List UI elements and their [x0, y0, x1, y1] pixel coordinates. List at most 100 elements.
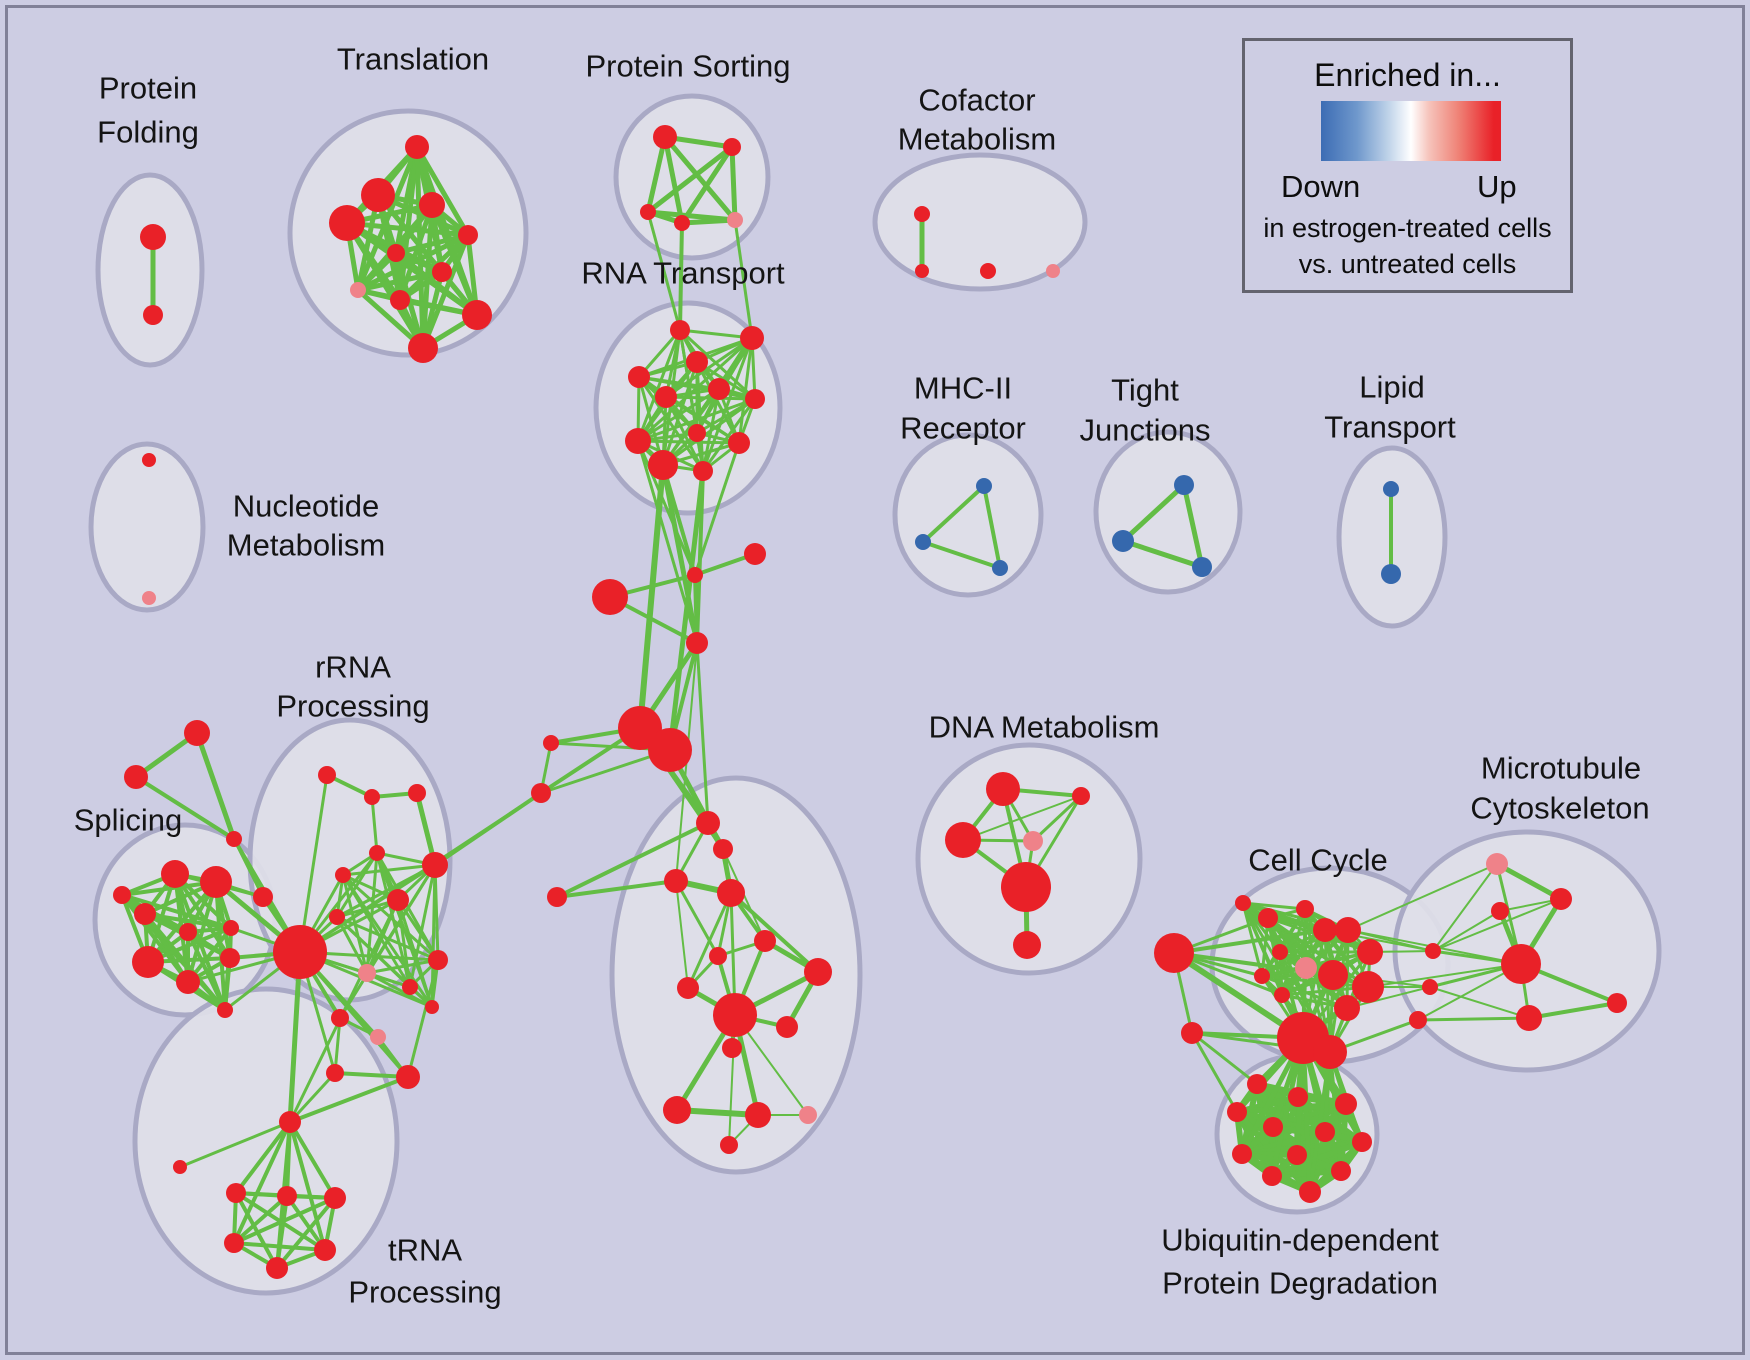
gene-set-node-139 — [1247, 1074, 1267, 1094]
cluster-label: Cytoskeleton — [1470, 791, 1649, 826]
gene-set-node-96 — [754, 930, 776, 952]
cluster-label: Microtubule — [1481, 751, 1641, 786]
gene-set-node-140 — [1288, 1087, 1308, 1107]
gene-set-node-60 — [223, 920, 239, 936]
edge — [232, 837, 265, 899]
gene-set-node-83 — [279, 1111, 301, 1133]
edge-mhc-triangle — [982, 484, 1002, 570]
edge — [1190, 1031, 1239, 1114]
gene-set-node-35 — [693, 461, 713, 481]
edge-rna-transport-web — [678, 328, 757, 401]
edge — [406, 958, 440, 1079]
edge-cell-cycle-web — [1345, 928, 1350, 1010]
edge-protein-sorting-web — [662, 134, 685, 226]
gene-set-node-91 — [696, 811, 720, 835]
gene-set-node-125 — [1352, 971, 1384, 1003]
edge-translation-web — [344, 220, 471, 238]
gene-set-node-43 — [1381, 564, 1401, 584]
cluster-label: Receptor — [900, 411, 1026, 446]
edge-rna-transport-web — [678, 328, 754, 340]
edge — [695, 641, 710, 825]
edge-rna-transport-web — [636, 336, 754, 443]
edge — [729, 891, 820, 974]
cluster-label: rRNA — [315, 650, 391, 685]
gene-set-node-86 — [277, 1186, 297, 1206]
edge — [636, 439, 697, 577]
edge — [1347, 863, 1498, 931]
cluster-label: tRNA — [388, 1233, 462, 1268]
legend-down-label: Down — [1281, 169, 1361, 204]
gene-set-node-22 — [142, 453, 156, 467]
edge — [134, 775, 236, 841]
gene-set-node-39 — [1174, 475, 1194, 495]
cluster-label: Processing — [276, 689, 429, 724]
gene-set-node-56 — [200, 866, 232, 898]
edge — [555, 879, 678, 899]
cluster-label: Cofactor — [918, 83, 1035, 118]
gene-set-node-131 — [1425, 943, 1441, 959]
edge-rna-transport-web — [636, 439, 741, 445]
gene-set-node-142 — [1227, 1102, 1247, 1122]
gene-set-node-85 — [226, 1183, 246, 1203]
edge-rrna-web — [408, 863, 437, 989]
edge-ubiquitin-blob — [1269, 1139, 1365, 1179]
cluster-label: Ubiquitin-dependent — [1161, 1223, 1439, 1258]
gene-set-node-0 — [140, 224, 166, 250]
gene-set-node-32 — [625, 428, 651, 454]
gene-set-node-41 — [1192, 557, 1212, 577]
gene-set-node-116 — [1296, 900, 1314, 918]
gene-set-node-119 — [1254, 968, 1270, 984]
edge — [370, 795, 379, 855]
cluster-label: Metabolism — [898, 122, 1057, 157]
gene-set-node-150 — [1299, 1181, 1321, 1203]
cluster-label: Cell Cycle — [1248, 843, 1388, 878]
edge-rna-transport-web — [701, 397, 757, 473]
gene-set-node-141 — [1335, 1093, 1357, 1115]
gene-set-node-77 — [402, 979, 418, 995]
gene-set-node-94 — [717, 879, 745, 907]
gene-set-node-6 — [458, 225, 478, 245]
gene-set-node-123 — [1357, 939, 1383, 965]
edge-trna-hexagon — [232, 1241, 327, 1252]
cluster-label: Transport — [1324, 410, 1456, 445]
gene-set-node-17 — [727, 212, 743, 228]
gene-set-node-128 — [1313, 1035, 1347, 1069]
gene-set-node-55 — [161, 860, 189, 888]
gene-set-node-144 — [1315, 1122, 1335, 1142]
edge-translation-web — [355, 269, 445, 293]
gene-set-node-11 — [462, 300, 492, 330]
edge — [333, 1071, 410, 1079]
edge-rrna-web — [341, 863, 437, 877]
gene-set-node-130 — [1409, 1011, 1427, 1029]
gene-set-node-61 — [132, 946, 164, 978]
gene-set-node-45 — [687, 567, 703, 583]
gene-set-node-124 — [1318, 960, 1348, 990]
edge — [675, 880, 689, 989]
edge — [555, 821, 710, 899]
gene-set-node-84 — [173, 1160, 187, 1174]
gene-set-node-69 — [422, 852, 448, 878]
gene-set-node-89 — [314, 1239, 336, 1261]
edge-cell-cycle-web — [1241, 901, 1307, 911]
legend-subtitle-line1: in estrogen-treated cells — [1263, 213, 1552, 243]
edge — [1416, 1016, 1531, 1022]
gene-set-node-36 — [976, 478, 992, 494]
gene-set-node-115 — [1258, 908, 1278, 928]
gene-set-node-126 — [1334, 995, 1360, 1021]
legend-gradient-bar — [1321, 101, 1501, 161]
gene-set-node-42 — [1383, 481, 1399, 497]
edge — [539, 748, 672, 795]
edge-trna-hexagon — [232, 1196, 337, 1245]
gene-set-node-80 — [326, 1064, 344, 1082]
edge — [1190, 1031, 1259, 1086]
edge-rna-transport-web — [636, 387, 721, 443]
edge — [660, 462, 700, 646]
gene-set-node-103 — [663, 1096, 691, 1124]
gene-set-node-132 — [1422, 979, 1438, 995]
gene-set-node-138 — [1607, 993, 1627, 1013]
edge — [693, 441, 741, 577]
gene-set-node-147 — [1287, 1145, 1307, 1165]
edge-trna-hexagon — [285, 1194, 327, 1252]
edge — [667, 468, 706, 753]
gene-set-node-149 — [1331, 1161, 1351, 1181]
